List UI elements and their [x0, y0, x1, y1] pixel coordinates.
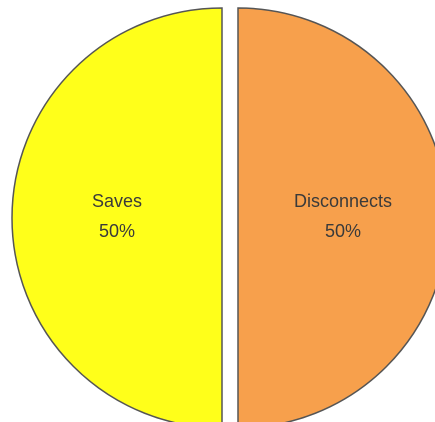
- slice-name: Saves: [92, 191, 142, 211]
- slice-value-label: 50%: [99, 221, 135, 241]
- slice-name: Disconnects: [294, 191, 392, 211]
- slice-value-label: 50%: [325, 221, 361, 241]
- pie-slice: [237, 7, 435, 422]
- pie-slice: [11, 7, 223, 422]
